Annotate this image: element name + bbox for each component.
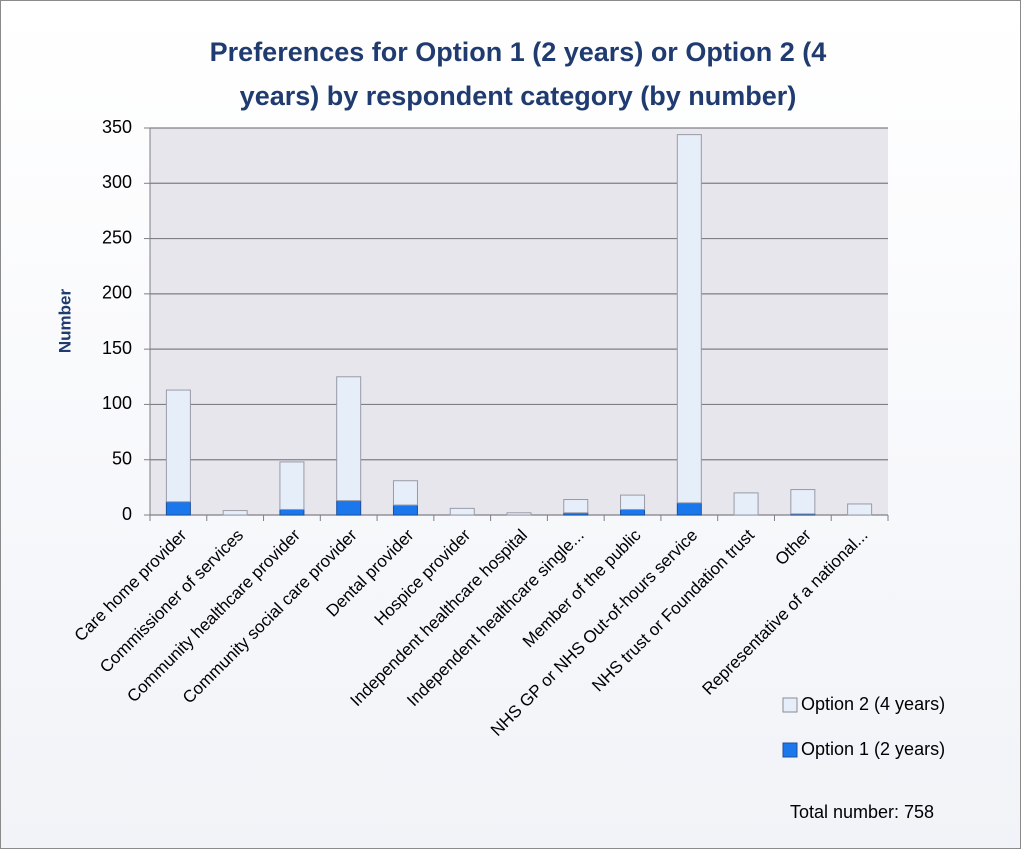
- bar-segment: [733, 492, 759, 516]
- legend-label: Option 1 (2 years): [801, 739, 945, 759]
- annotation: Total number: 758: [790, 802, 934, 822]
- bar-segment: [336, 500, 362, 516]
- legend-swatch: [782, 697, 798, 713]
- bar-segment: [392, 480, 418, 506]
- y-tick-label: 150: [102, 338, 132, 358]
- bar-segment: [449, 507, 475, 516]
- bar-segment: [847, 503, 873, 516]
- chart-title: Preferences for Option 1 (2 years) or Op…: [210, 37, 827, 67]
- bar-segment: [222, 510, 248, 516]
- y-tick-label: 350: [102, 117, 132, 137]
- bar-segment: [790, 489, 816, 515]
- chart-title: years) by respondent category (by number…: [240, 81, 797, 111]
- y-axis-title: Number: [55, 289, 74, 354]
- y-tick-label: 250: [102, 227, 132, 247]
- plot-area: [150, 128, 888, 515]
- bar-segment: [506, 512, 532, 516]
- bar-segment: [676, 134, 702, 504]
- bar-segment: [620, 508, 646, 516]
- legend-label: Option 2 (4 years): [801, 694, 945, 714]
- bar-segment: [563, 499, 589, 514]
- bar-segment: [279, 461, 305, 510]
- y-tick-label: 100: [102, 393, 132, 413]
- bar-segment: [279, 508, 305, 516]
- y-tick-label: 200: [102, 283, 132, 303]
- bar-segment: [392, 504, 418, 516]
- y-tick-label: 0: [122, 504, 132, 524]
- bar-segment: [676, 502, 702, 516]
- bar-segment: [165, 501, 191, 516]
- bar-segment: [165, 389, 191, 503]
- y-tick-label: 300: [102, 172, 132, 192]
- legend-swatch: [782, 742, 798, 758]
- bar-segment: [620, 494, 646, 510]
- y-tick-label: 50: [112, 448, 132, 468]
- bar-segment: [336, 376, 362, 502]
